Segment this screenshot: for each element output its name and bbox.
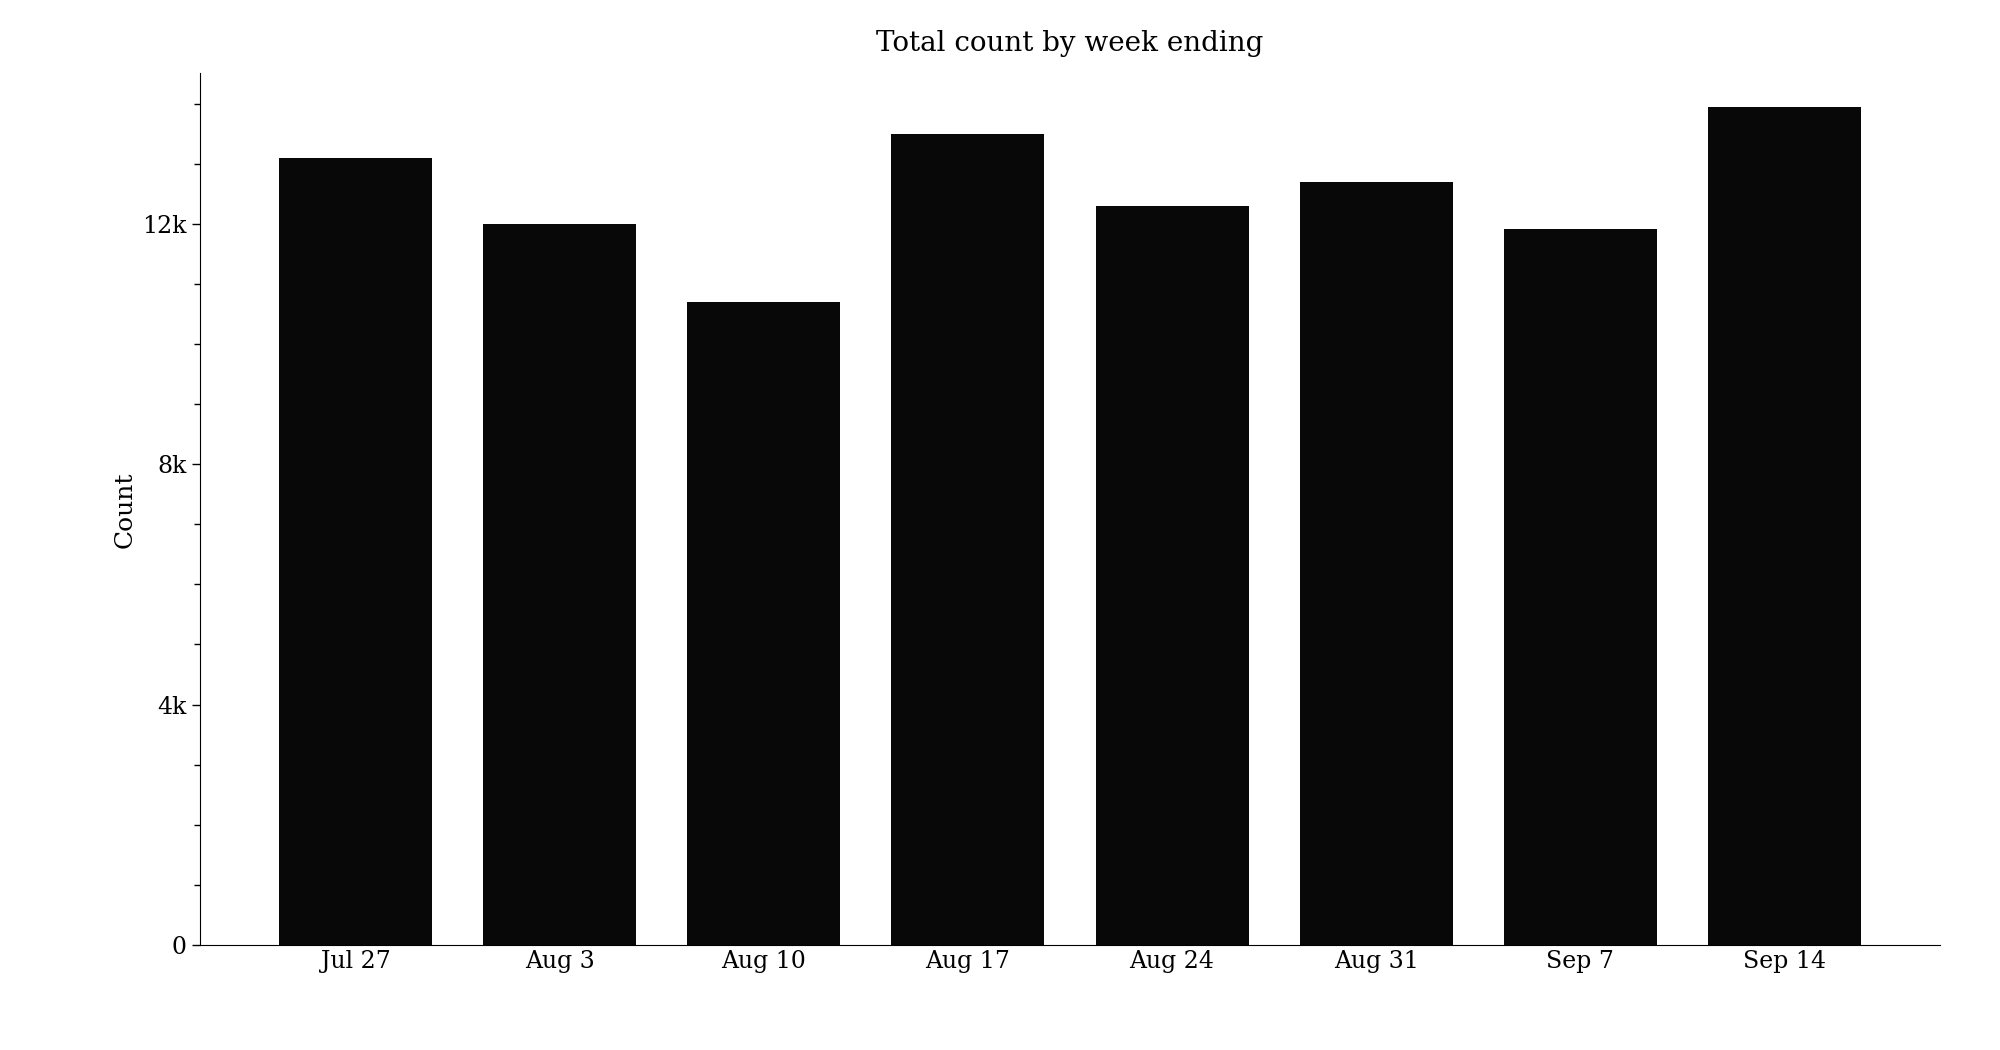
Bar: [1300, 182, 1452, 945]
Bar: [1096, 206, 1248, 945]
Bar: [688, 302, 840, 945]
Bar: [1708, 107, 1860, 945]
Title: Total count by week ending: Total count by week ending: [876, 30, 1264, 58]
Bar: [484, 224, 636, 945]
Bar: [892, 133, 1044, 945]
Bar: [1504, 229, 1656, 945]
Y-axis label: Count: Count: [114, 471, 136, 547]
Bar: [280, 158, 432, 945]
